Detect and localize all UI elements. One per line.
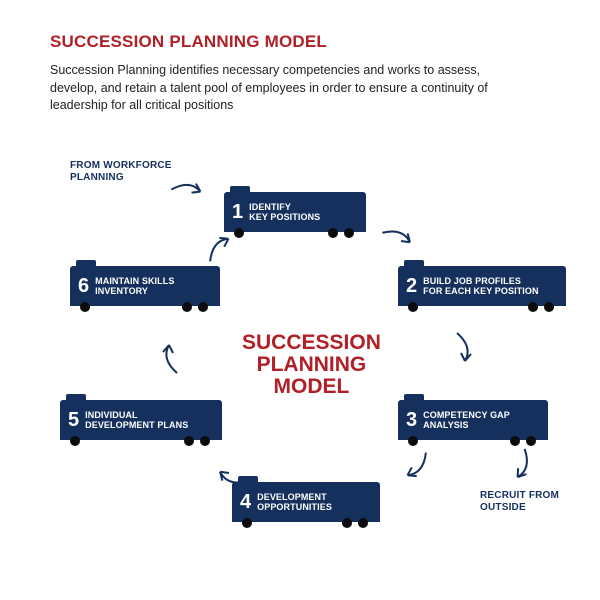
center-line-1: SUCCESSION [242, 332, 381, 354]
bus-icon: 1 IDENTIFYKEY POSITIONS [224, 192, 366, 232]
node-number: 3 [406, 409, 417, 432]
node-label: COMPETENCY GAPANALYSIS [423, 410, 510, 431]
wheel-icon [528, 302, 538, 312]
succession-cycle-diagram: SUCCESSION PLANNING MODEL 1 IDENTIFYKEY P… [0, 0, 600, 600]
cycle-node-2: 2 BUILD JOB PROFILESFOR EACH KEY POSITION [398, 266, 566, 306]
wheel-icon [80, 302, 90, 312]
external-label-from-workforce: FROM WORKFORCEPLANNING [70, 160, 172, 184]
node-label: IDENTIFYKEY POSITIONS [249, 202, 320, 223]
wheel-icon [342, 518, 352, 528]
node-label: MAINTAIN SKILLSINVENTORY [95, 276, 174, 297]
wheel-icon [182, 302, 192, 312]
wheel-icon [200, 436, 210, 446]
wheel-icon [184, 436, 194, 446]
wheel-icon [328, 228, 338, 238]
node-label: BUILD JOB PROFILESFOR EACH KEY POSITION [423, 276, 538, 297]
wheel-icon [70, 436, 80, 446]
bus-icon: 6 MAINTAIN SKILLSINVENTORY [70, 266, 220, 306]
bus-icon: 5 INDIVIDUALDEVELOPMENT PLANS [60, 400, 222, 440]
wheel-icon [408, 302, 418, 312]
node-number: 5 [68, 409, 79, 432]
node-number: 1 [232, 201, 243, 224]
cycle-node-5: 5 INDIVIDUALDEVELOPMENT PLANS [60, 400, 222, 440]
bus-icon: 3 COMPETENCY GAPANALYSIS [398, 400, 548, 440]
cycle-node-1: 1 IDENTIFYKEY POSITIONS [224, 192, 366, 232]
node-number: 2 [406, 275, 417, 298]
arrow-in-workforce [164, 169, 216, 212]
wheel-icon [358, 518, 368, 528]
bus-icon: 4DEVELOPMENTOPPORTUNITIES [232, 482, 380, 522]
external-label-recruit-outside: RECRUIT FROMOUTSIDE [480, 490, 559, 514]
center-line-2: PLANNING [242, 354, 381, 376]
center-line-3: MODEL [242, 376, 381, 398]
wheel-icon [408, 436, 418, 446]
wheel-icon [242, 518, 252, 528]
cycle-arrow-5-6 [157, 333, 187, 377]
bus-icon: 2 BUILD JOB PROFILESFOR EACH KEY POSITION [398, 266, 566, 306]
wheel-icon [526, 436, 536, 446]
cycle-node-4: 4DEVELOPMENTOPPORTUNITIES [232, 482, 380, 522]
arrow-out-recruit [496, 440, 544, 493]
page-root: SUCCESSION PLANNING MODEL Succession Pla… [0, 0, 600, 600]
cycle-arrow-1-2 [373, 214, 426, 264]
wheel-icon [198, 302, 208, 312]
cycle-node-6: 6 MAINTAIN SKILLSINVENTORY [70, 266, 220, 306]
node-number: 6 [78, 275, 89, 298]
node-label: DEVELOPMENTOPPORTUNITIES [257, 492, 332, 513]
cycle-node-3: 3 COMPETENCY GAPANALYSIS [398, 400, 548, 440]
center-label: SUCCESSION PLANNING MODEL [242, 332, 381, 398]
cycle-arrow-3-4 [387, 442, 440, 492]
cycle-arrow-2-3 [447, 329, 477, 373]
node-label: INDIVIDUALDEVELOPMENT PLANS [85, 410, 188, 431]
wheel-icon [544, 302, 554, 312]
wheel-icon [344, 228, 354, 238]
